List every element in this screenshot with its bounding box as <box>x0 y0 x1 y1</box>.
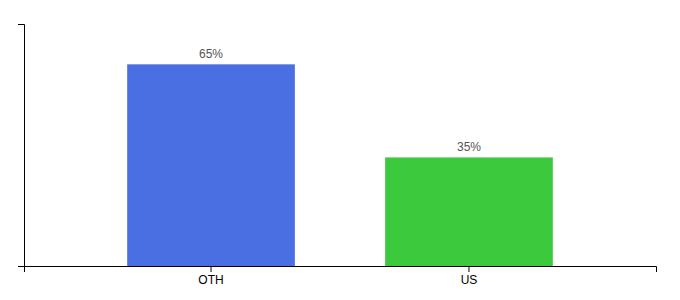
x-tick-mark <box>468 266 469 272</box>
data-label: 35% <box>457 140 481 154</box>
chart-svg: OTH US 65% 35% <box>0 0 680 300</box>
data-label: 65% <box>199 47 223 61</box>
x-tick: US <box>461 266 478 287</box>
x-tick-label: US <box>461 273 478 287</box>
data-labels: 65% 35% <box>199 47 481 154</box>
y-axis-line <box>18 25 25 267</box>
x-tick: OTH <box>198 266 223 287</box>
plot-area: OTH US 65% 35% <box>18 25 657 287</box>
x-axis-line <box>25 267 657 273</box>
x-tick-mark <box>211 266 212 272</box>
y-axis <box>18 25 25 267</box>
bar <box>385 157 553 266</box>
bars <box>127 64 553 266</box>
x-tick-label: OTH <box>198 273 223 287</box>
x-axis: OTH US <box>25 266 657 287</box>
chart-container: OTH US 65% 35% <box>0 0 680 300</box>
bar <box>127 64 295 266</box>
